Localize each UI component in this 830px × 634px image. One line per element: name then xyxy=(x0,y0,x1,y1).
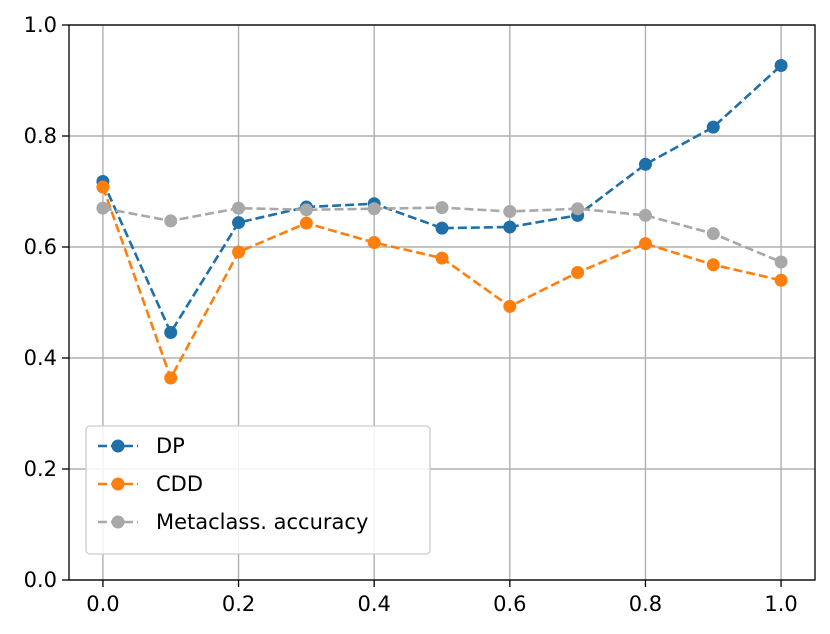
data-point-dp xyxy=(164,325,178,339)
x-tick-label: 0.0 xyxy=(86,592,119,616)
y-tick-label: 0.8 xyxy=(24,124,57,148)
data-point-metaclass-accuracy xyxy=(503,204,517,218)
plot-frame xyxy=(68,24,816,581)
data-point-dp xyxy=(435,221,449,235)
data-point-cdd xyxy=(435,251,449,265)
data-point-cdd xyxy=(367,236,381,250)
legend-marker-dp xyxy=(111,439,125,453)
data-point-dp xyxy=(503,220,517,234)
data-point-metaclass-accuracy xyxy=(706,227,720,241)
legend-label-dp: DP xyxy=(156,434,185,458)
data-point-dp xyxy=(232,216,246,230)
series-line-dp xyxy=(101,64,782,336)
data-point-cdd xyxy=(706,258,720,272)
x-tick-label: 0.2 xyxy=(222,592,255,616)
data-point-metaclass-accuracy xyxy=(571,202,585,216)
data-point-metaclass-accuracy xyxy=(367,202,381,216)
series-metaclass-accuracy xyxy=(96,201,788,269)
data-point-dp xyxy=(706,120,720,134)
series-cdd xyxy=(96,180,788,385)
x-tick-label: 0.6 xyxy=(493,592,526,616)
data-point-metaclass-accuracy xyxy=(774,255,788,269)
data-point-cdd xyxy=(164,371,178,385)
series-layer xyxy=(96,59,788,385)
series-line-cdd xyxy=(101,186,782,382)
legend-label-cdd: CDD xyxy=(156,472,203,496)
legend-marker-metaclass-accuracy xyxy=(111,515,125,529)
y-tick-label: 0.6 xyxy=(24,235,57,259)
data-point-cdd xyxy=(232,245,246,259)
data-point-metaclass-accuracy xyxy=(435,201,449,215)
data-point-metaclass-accuracy xyxy=(638,208,652,222)
series-dp xyxy=(96,59,788,339)
legend-marker-cdd xyxy=(111,477,125,491)
legend-label-metaclass-accuracy: Metaclass. accuracy xyxy=(156,510,368,534)
data-point-metaclass-accuracy xyxy=(96,201,110,215)
data-point-cdd xyxy=(299,216,313,230)
y-tick-label: 0.0 xyxy=(24,568,57,592)
axis-ticks: 0.0 0.2 0.4 0.6 0.8 1.0 0.0 0.2 0.4 0.6 0.8 1.0 xyxy=(24,13,798,616)
x-tick-label: 0.8 xyxy=(629,592,662,616)
legend: DP CDD Metaclass. accuracy xyxy=(85,425,431,555)
y-tick-label: 1.0 xyxy=(24,13,57,37)
data-point-metaclass-accuracy xyxy=(164,214,178,228)
data-point-dp xyxy=(774,59,788,73)
legend-box xyxy=(85,425,431,555)
data-point-cdd xyxy=(638,237,652,251)
data-point-dp xyxy=(638,157,652,171)
data-point-cdd xyxy=(774,273,788,287)
data-point-metaclass-accuracy xyxy=(232,201,246,215)
data-point-cdd xyxy=(96,180,110,194)
y-tick-label: 0.4 xyxy=(24,346,57,370)
x-tick-label: 0.4 xyxy=(357,592,390,616)
data-point-cdd xyxy=(571,266,585,280)
y-tick-label: 0.2 xyxy=(24,457,57,481)
data-point-cdd xyxy=(503,299,517,313)
data-point-metaclass-accuracy xyxy=(299,203,313,217)
x-tick-label: 1.0 xyxy=(764,592,797,616)
